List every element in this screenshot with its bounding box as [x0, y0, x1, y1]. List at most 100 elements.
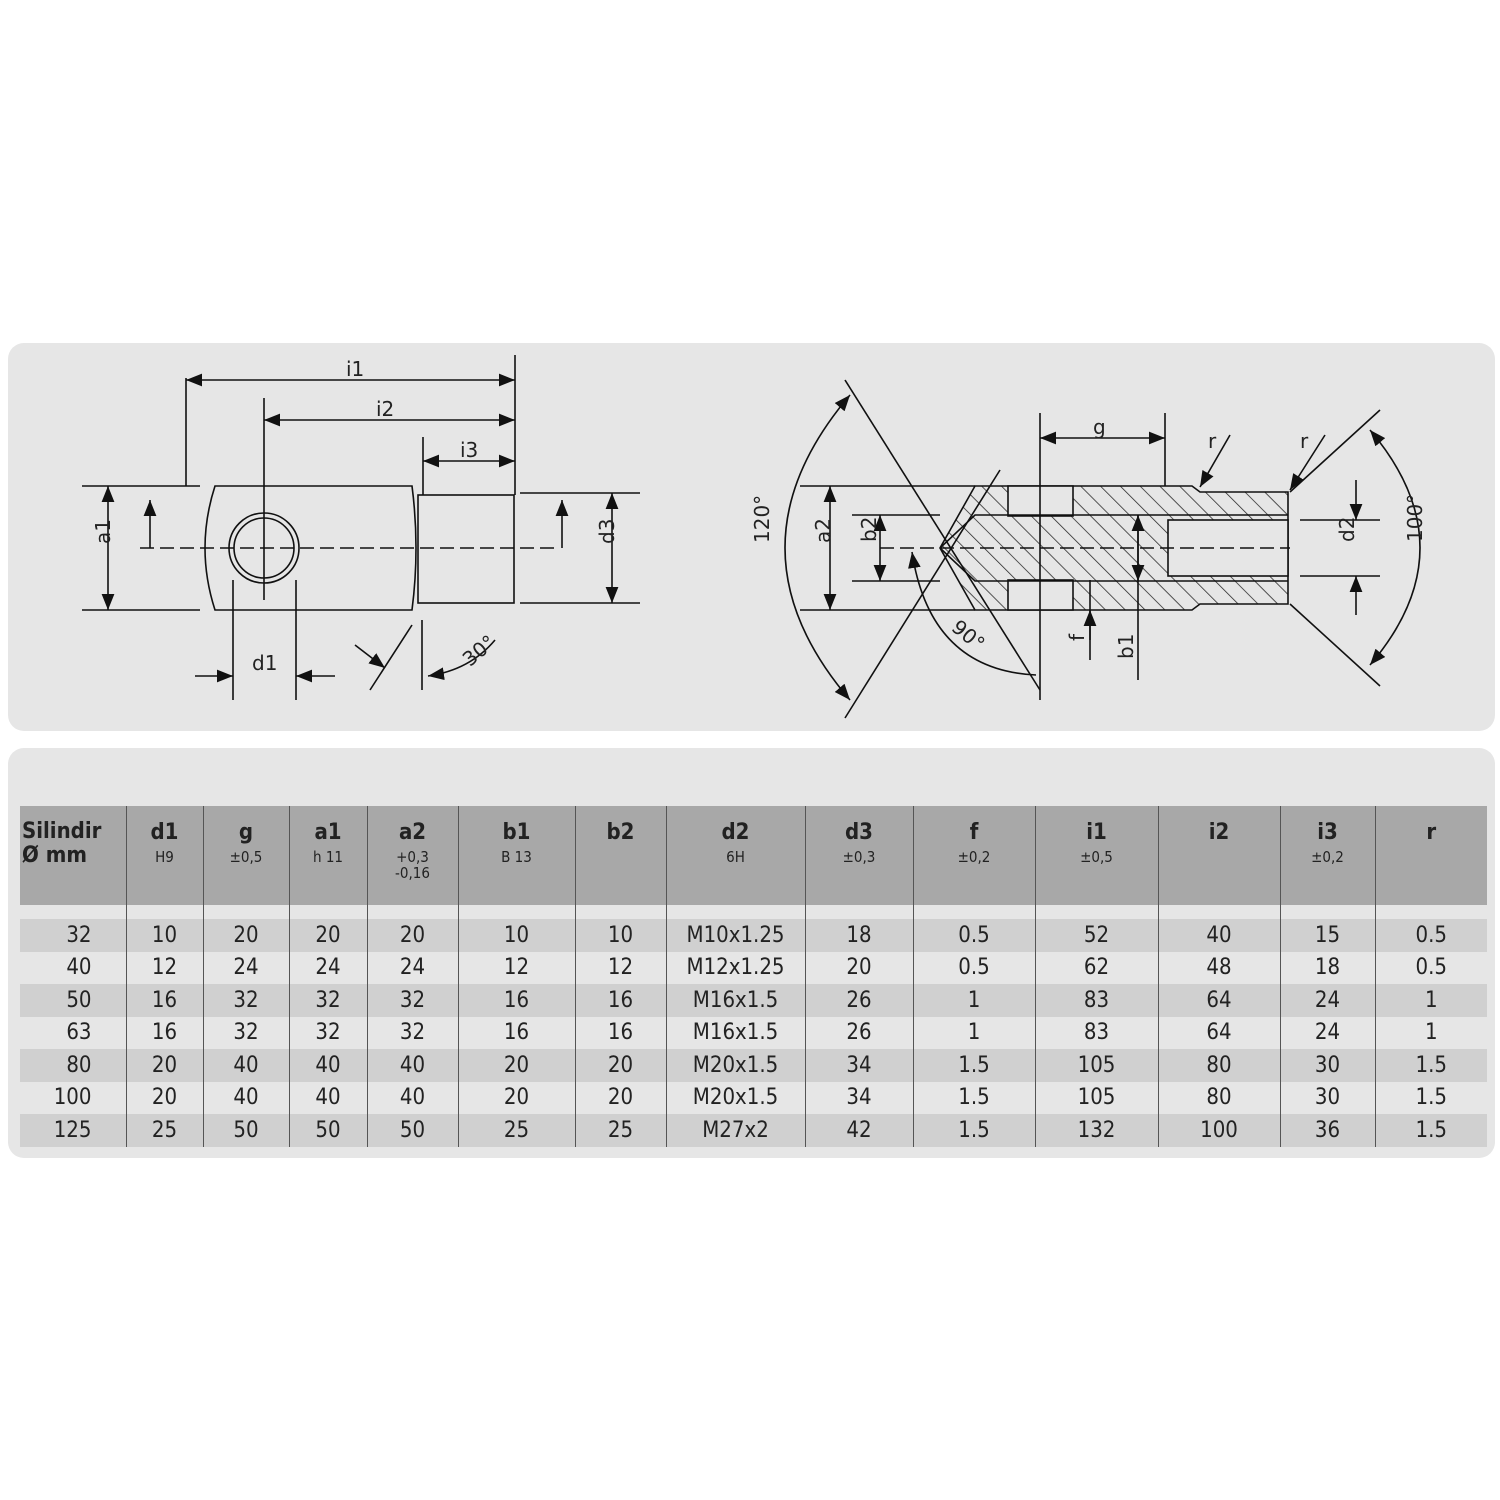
table-cell: 16: [574, 984, 666, 1017]
table-cell: 16: [457, 984, 575, 1017]
table-cell: 34: [804, 1081, 913, 1114]
table-cell: 1: [912, 984, 1035, 1017]
table-cell: 32: [366, 984, 458, 1017]
column-header-silindir: Silindir Ø mm: [20, 806, 126, 905]
header-tolerance: h 11: [312, 848, 343, 866]
table-cell: 16: [457, 1016, 575, 1049]
table-cell: 20: [574, 1049, 666, 1082]
header-label: i2: [1208, 820, 1230, 845]
table-cell: 25: [574, 1114, 666, 1147]
dimension-table-panel: Silindir Ø mm d1 H9 g ±0,5 a1 h 11 a2 +0,3 -0,16 b1…: [8, 748, 1495, 1158]
table-cell: 24: [1279, 1016, 1375, 1049]
label-i2: i2: [376, 397, 394, 421]
header-label: f: [969, 820, 979, 845]
table-cell: 24: [202, 951, 289, 984]
column-header-a1: a1 h 11: [288, 806, 367, 905]
header-label: g: [238, 820, 254, 845]
table-cell: 1.5: [1374, 1049, 1487, 1082]
table-cell: 25: [457, 1114, 575, 1147]
table-cell: 24: [366, 951, 458, 984]
table-cell: 1.5: [1374, 1081, 1487, 1114]
table-cell: 16: [125, 984, 203, 1017]
table-cell: 16: [125, 1016, 203, 1049]
table-cell: 32: [288, 1016, 367, 1049]
table-cell: M10x1.25: [665, 919, 805, 952]
table-cell: 1.5: [912, 1081, 1035, 1114]
table-cell: 40: [288, 1081, 367, 1114]
header-label: i1: [1086, 820, 1107, 845]
table-cell: 50: [202, 1114, 289, 1147]
table-cell: 20: [202, 919, 289, 952]
table-cell: 32: [366, 1016, 458, 1049]
label-b1: b1: [1114, 634, 1138, 659]
table-cell: 0.5: [912, 919, 1035, 952]
label-a1: a1: [91, 519, 115, 544]
label-r-2: r: [1300, 429, 1309, 453]
table-cell: 62: [1034, 951, 1158, 984]
table-cell: 10: [457, 919, 575, 952]
label-i1: i1: [346, 357, 364, 381]
table-cell: 20: [125, 1049, 203, 1082]
table-cell: 20: [457, 1081, 575, 1114]
table-cell: 30: [1279, 1049, 1375, 1082]
table-row: 63 16 32 32 32 16 16 M16x1.5 26 1 83 64 24 1: [20, 1016, 1487, 1049]
header-label: a2: [398, 820, 427, 845]
table-cell: 1.5: [912, 1049, 1035, 1082]
label-f: f: [1065, 633, 1089, 641]
header-label: a1: [314, 820, 342, 845]
table-cell: 40: [202, 1081, 289, 1114]
table-cell: 0.5: [912, 951, 1035, 984]
column-header-i2: i2: [1157, 806, 1280, 905]
table-cell: 16: [574, 1016, 666, 1049]
table-cell: 32: [288, 984, 367, 1017]
table-cell: 1: [1374, 984, 1487, 1017]
left-view: [82, 355, 640, 700]
header-label: b1: [502, 820, 531, 845]
dimension-table: Silindir Ø mm d1 H9 g ±0,5 a1 h 11 a2 +0,3 -0,16 b1…: [20, 806, 1487, 1147]
table-cell: 1.5: [1374, 1114, 1487, 1147]
table-row: 50 16 32 32 32 16 16 M16x1.5 26 1 83 64 24 1: [20, 984, 1487, 1017]
header-label: b2: [606, 820, 635, 845]
column-header-d3: d3 ±0,3: [804, 806, 913, 905]
table-row: 125 25 50 50 50 25 25 M27x2 42 1.5 132 100 36 1.5: [20, 1114, 1487, 1147]
table-row: 32 10 20 20 20 10 10 M10x1.25 18 0.5 52 40 15 0.5: [20, 919, 1487, 952]
table-cell: 83: [1034, 984, 1158, 1017]
table-cell: 24: [1279, 984, 1375, 1017]
label-g: g: [1093, 415, 1106, 439]
right-view: [784, 379, 1421, 719]
table-cell: 18: [1279, 951, 1375, 984]
table-cell: 18: [804, 919, 913, 952]
column-header-i1: i1 ±0,5: [1034, 806, 1158, 905]
header-tolerance-lower: -0,16: [395, 864, 430, 882]
table-cell: 24: [288, 951, 367, 984]
table-cell: 64: [1157, 1016, 1280, 1049]
header-label: d1: [150, 820, 179, 845]
label-angle-120: 120°: [750, 495, 774, 543]
table-cell: 50: [288, 1114, 367, 1147]
table-cell: M12x1.25: [665, 951, 805, 984]
table-cell: 30: [1279, 1081, 1375, 1114]
header-tolerance: ±0,5: [229, 848, 263, 866]
table-cell: 0.5: [1374, 951, 1487, 984]
table-cell: 20: [288, 919, 367, 952]
header-tolerance: ±0,5: [1080, 848, 1113, 866]
table-cell: 32: [20, 919, 126, 952]
header-tolerance: ±0,2: [957, 848, 991, 866]
table-cell: 0.5: [1374, 919, 1487, 952]
table-cell: 10: [125, 919, 203, 952]
header-tolerance: ±0,2: [1311, 848, 1344, 866]
table-cell: 40: [20, 951, 126, 984]
column-header-f: f ±0,2: [912, 806, 1035, 905]
header-tolerance: +0,3: [396, 848, 429, 866]
header-label: d3: [845, 820, 873, 845]
column-header-g: g ±0,5: [202, 806, 289, 905]
table-cell: M16x1.5: [665, 984, 805, 1017]
label-angle-100: 100°: [1403, 494, 1427, 542]
header-tolerance: H9: [155, 848, 174, 866]
table-row: 80 20 40 40 40 20 20 M20x1.5 34 1.5 105 80 30 1.5: [20, 1049, 1487, 1082]
column-header-d2: d2 6H: [665, 806, 805, 905]
table-cell: 32: [202, 1016, 289, 1049]
table-row: 40 12 24 24 24 12 12 M12x1.25 20 0.5 62 48 18 0.5: [20, 951, 1487, 984]
column-header-b1: b1 B 13: [457, 806, 575, 905]
table-cell: 25: [125, 1114, 203, 1147]
